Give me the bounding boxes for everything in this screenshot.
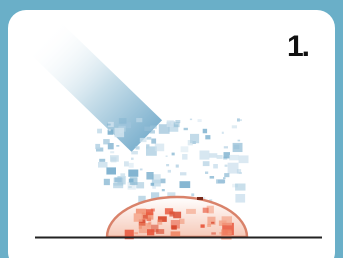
particle — [147, 137, 152, 140]
particle — [205, 135, 210, 139]
particle — [198, 119, 202, 122]
inner-particle — [186, 209, 196, 214]
particle — [173, 122, 179, 127]
inner-particle — [134, 213, 143, 221]
particle — [152, 186, 156, 189]
inner-particle — [203, 208, 209, 213]
particle — [99, 159, 105, 162]
particle — [238, 140, 241, 142]
particle — [120, 173, 125, 176]
particle — [151, 139, 156, 144]
particle — [180, 172, 186, 175]
particle — [131, 158, 134, 160]
particle — [119, 118, 127, 124]
particle — [237, 169, 241, 173]
inner-particle — [211, 222, 214, 224]
particle — [224, 152, 231, 158]
particle — [190, 134, 199, 143]
particle — [167, 120, 174, 127]
particle — [130, 177, 138, 185]
particle — [176, 165, 179, 168]
inner-particle — [222, 216, 232, 225]
particle — [162, 189, 165, 191]
particle — [182, 154, 187, 160]
particle — [181, 146, 189, 152]
particle — [232, 125, 237, 128]
particle — [233, 143, 243, 152]
particle — [131, 151, 138, 154]
inner-particle — [171, 231, 181, 236]
inner-particle — [179, 219, 185, 224]
particle — [216, 179, 224, 183]
inner-particle — [146, 209, 153, 215]
particle — [95, 144, 100, 149]
particle — [110, 155, 119, 161]
inner-particle — [143, 215, 148, 219]
particle — [210, 176, 215, 179]
particle — [180, 181, 191, 188]
particle — [166, 156, 168, 157]
inner-particle — [147, 224, 151, 227]
particle — [235, 194, 245, 203]
particle — [203, 161, 210, 166]
particle — [203, 129, 207, 133]
inner-particle — [201, 224, 205, 227]
particle — [110, 151, 114, 153]
particle — [161, 179, 166, 184]
step-number: 1. — [287, 30, 309, 63]
particle — [109, 129, 111, 131]
particle — [239, 155, 249, 163]
inner-particle — [169, 211, 174, 216]
dark-spot — [197, 197, 203, 200]
inner-particle — [134, 232, 138, 234]
particle — [106, 167, 116, 174]
particle — [213, 164, 218, 168]
particle — [209, 153, 217, 158]
particle — [97, 129, 102, 134]
particle — [166, 164, 169, 166]
inner-particle — [157, 220, 162, 225]
particle — [237, 118, 240, 121]
page: 1. (() => { const data = JSON.parse(docu… — [0, 0, 343, 258]
particle — [190, 119, 192, 120]
particle — [205, 172, 208, 174]
particle — [168, 170, 171, 173]
particle — [235, 184, 245, 191]
particle — [224, 173, 229, 177]
illustration: 1. — [0, 0, 343, 258]
particle — [107, 124, 111, 126]
particle — [229, 155, 239, 160]
inner-particle — [211, 232, 216, 234]
particle — [116, 145, 119, 147]
particle — [223, 177, 226, 179]
particle — [124, 161, 129, 166]
particle — [172, 153, 175, 156]
particle — [128, 170, 138, 177]
particle — [136, 118, 142, 122]
particle — [104, 179, 110, 185]
particle — [115, 128, 125, 137]
particle — [224, 146, 228, 148]
particle — [136, 146, 140, 149]
particle — [140, 169, 143, 171]
particle — [240, 119, 242, 121]
particle — [222, 132, 224, 134]
particle — [155, 144, 164, 152]
particle — [191, 193, 194, 196]
particle — [151, 183, 155, 186]
particle — [103, 139, 110, 144]
particle — [225, 165, 228, 167]
particle — [114, 177, 121, 182]
inner-particle — [147, 229, 154, 235]
particle — [184, 128, 188, 130]
particle — [200, 151, 210, 160]
particle — [217, 155, 223, 159]
particle — [98, 162, 108, 168]
particle — [144, 127, 152, 131]
particle — [228, 163, 239, 174]
inner-particle — [171, 225, 177, 229]
particle — [140, 138, 147, 142]
particle — [146, 172, 153, 180]
particle — [129, 163, 134, 168]
